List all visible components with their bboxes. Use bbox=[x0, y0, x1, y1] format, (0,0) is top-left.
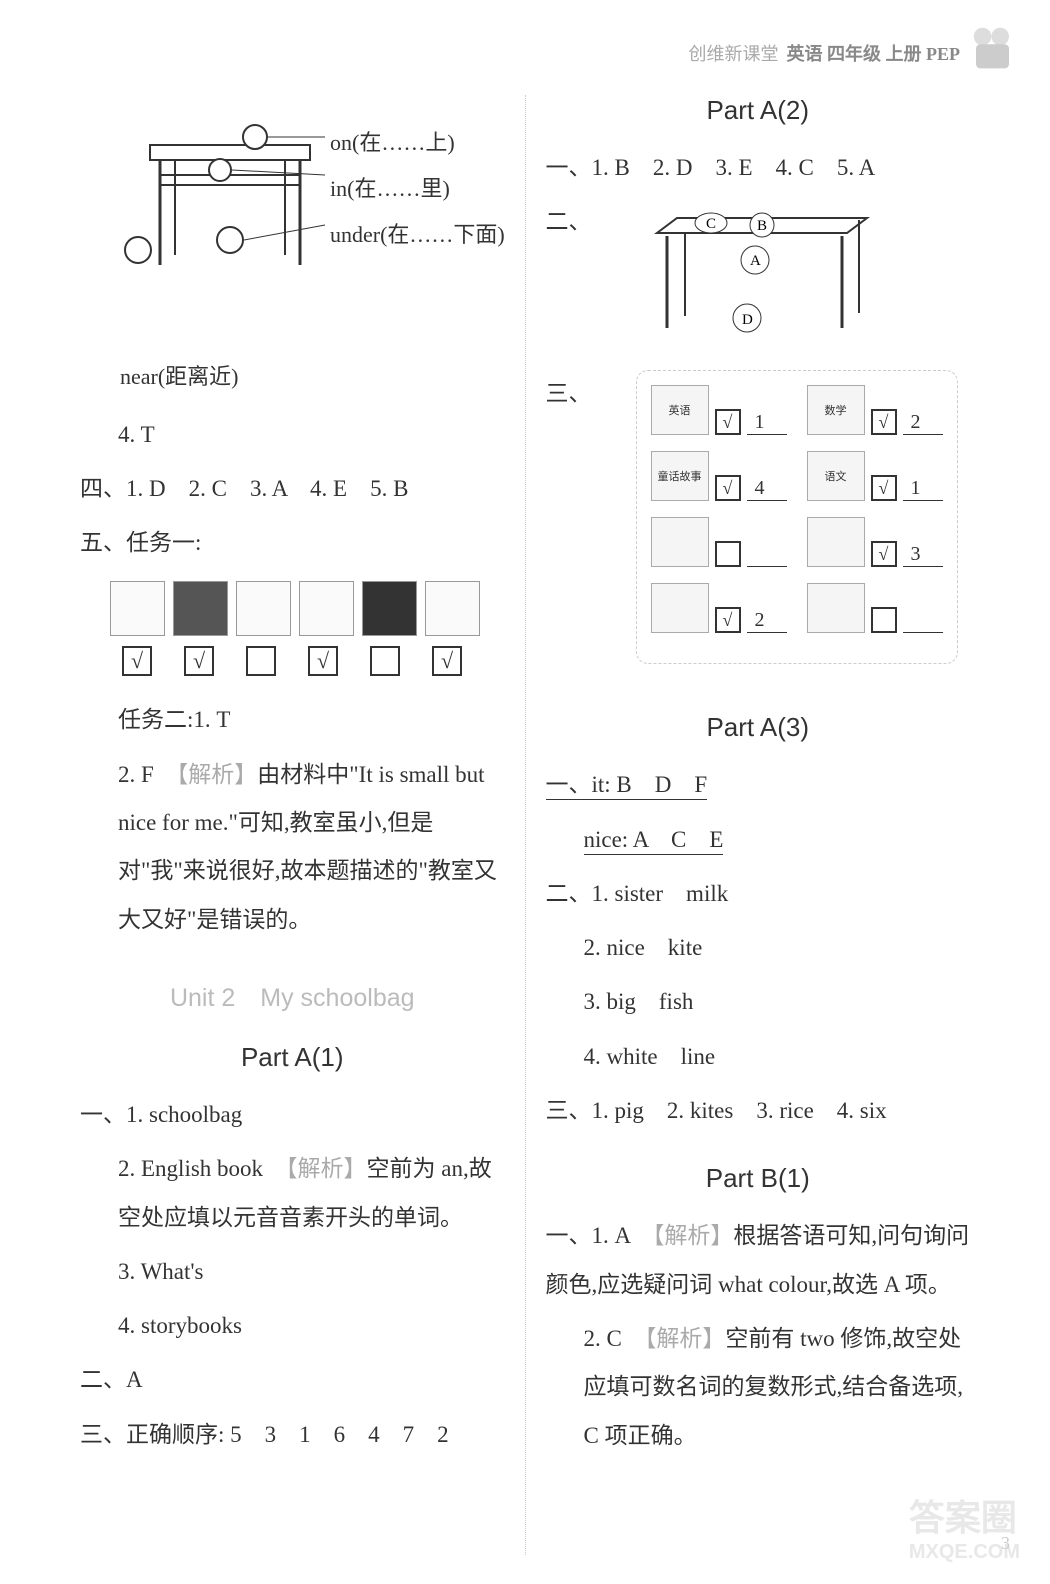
a3-q3: 三、1. pig 2. kites 3. rice 4. six bbox=[546, 1087, 971, 1135]
a3-q2-1: 二、1. sister milk bbox=[546, 870, 971, 918]
icon-drum bbox=[110, 581, 165, 636]
check-box: √ bbox=[715, 409, 741, 435]
answer-num: 2 bbox=[747, 609, 787, 633]
task2-analysis-text: 由材料中"It is small but nice for me."可知,教室虽… bbox=[118, 762, 497, 932]
book-icon: 语文 bbox=[807, 451, 865, 501]
check-box: √ bbox=[715, 607, 741, 633]
analysis-label: 【解析】 bbox=[653, 1223, 734, 1248]
check-box: √ bbox=[871, 475, 897, 501]
task2-2f: 2. F bbox=[118, 762, 177, 787]
check-box bbox=[871, 607, 897, 633]
a3-q2-3: 3. big fish bbox=[546, 978, 971, 1026]
unit-title: Unit 2 My schoolbag bbox=[80, 978, 505, 1014]
task2-header: 任务二:1. T bbox=[80, 696, 505, 744]
check-box: √ bbox=[871, 409, 897, 435]
answer-num: 1 bbox=[747, 411, 787, 435]
table-diagram: C B A D bbox=[647, 198, 887, 358]
part-a3-title: Part A(3) bbox=[546, 712, 971, 743]
icon-computer bbox=[362, 581, 417, 636]
page-number: 3 bbox=[1001, 1533, 1010, 1554]
question-5-header: 五、任务一: bbox=[80, 519, 505, 567]
a3-q1-nice: nice: A C E bbox=[546, 816, 971, 864]
grid-cell bbox=[651, 517, 787, 567]
analysis-label: 【解析】 bbox=[645, 1326, 726, 1351]
svg-text:B: B bbox=[757, 218, 767, 234]
item-4t: 4. T bbox=[80, 411, 505, 459]
grid-cell: 童话故事√4 bbox=[651, 451, 787, 501]
check-box: √ bbox=[432, 646, 462, 676]
analysis-label: 【解析】 bbox=[286, 1156, 367, 1181]
icon-bear bbox=[236, 581, 291, 636]
grid-cell: √3 bbox=[807, 517, 943, 567]
part-a1-title: Part A(1) bbox=[80, 1042, 505, 1073]
check-box bbox=[715, 541, 741, 567]
content-columns: on(在……上) in(在……里) under(在……下面) near(距离近)… bbox=[60, 95, 990, 1555]
check-box bbox=[370, 646, 400, 676]
grid-cell: 语文√1 bbox=[807, 451, 943, 501]
book-icon: 童话故事 bbox=[651, 451, 709, 501]
check-box: √ bbox=[871, 541, 897, 567]
header-brand: 创维新课堂 bbox=[689, 40, 779, 66]
a2-q2-label: 二、 bbox=[546, 198, 592, 246]
a1-q3: 三、正确顺序: 5 3 1 6 4 7 2 bbox=[80, 1411, 505, 1459]
a1-q1-3: 3. What's bbox=[80, 1248, 505, 1296]
label-near: near(距离近) bbox=[120, 359, 505, 391]
b1-q1-1: 一、1. A 【解析】根据答语可知,问句询问颜色,应选疑问词 what colo… bbox=[546, 1212, 971, 1309]
task2-item2: 2. F 【解析】由材料中"It is small but nice for m… bbox=[80, 751, 505, 944]
icon-chair bbox=[425, 581, 480, 636]
pencil-icon bbox=[807, 517, 865, 567]
book-icon: 英语 bbox=[651, 385, 709, 435]
mascot-icon bbox=[965, 20, 1020, 75]
question-4: 四、1. D 2. C 3. A 4. E 5. B bbox=[80, 465, 505, 513]
answer-num: 2 bbox=[903, 411, 943, 435]
preposition-diagram: on(在……上) in(在……里) under(在……下面) near(距离近) bbox=[110, 105, 505, 391]
part-b1-title: Part B(1) bbox=[546, 1163, 971, 1194]
check-box: √ bbox=[122, 646, 152, 676]
header-subject: 英语 四年级 上册 PEP bbox=[787, 40, 961, 66]
svg-text:A: A bbox=[750, 253, 761, 269]
grid-cell: √2 bbox=[651, 583, 787, 633]
analysis-label: 【解析】 bbox=[177, 762, 258, 787]
check-box bbox=[246, 646, 276, 676]
a1-q1-2a: 2. English book bbox=[118, 1156, 286, 1181]
grid-cell bbox=[807, 583, 943, 633]
a2-q3-label: 三、 bbox=[546, 370, 592, 418]
grid-cell: 英语√1 bbox=[651, 385, 787, 435]
answer-num: 3 bbox=[903, 543, 943, 567]
right-column: Part A(2) 一、1. B 2. D 3. E 4. C 5. A 二、 … bbox=[526, 95, 991, 1555]
grid-cell: 数学√2 bbox=[807, 385, 943, 435]
check-box: √ bbox=[308, 646, 338, 676]
book-icon: 数学 bbox=[807, 385, 865, 435]
a1-q1-2: 2. English book 【解析】空前为 an,故空处应填以元音音素开头的… bbox=[80, 1145, 505, 1242]
b1-1a: 一、1. A bbox=[546, 1223, 653, 1248]
icon-fan bbox=[299, 581, 354, 636]
check-box: √ bbox=[715, 475, 741, 501]
task1-icons bbox=[110, 581, 505, 636]
a1-q2: 二、A bbox=[80, 1356, 505, 1404]
b1-q1-2: 2. C 【解析】空前有 two 修饰,故空处应填可数名词的复数形式,结合备选项… bbox=[546, 1315, 971, 1460]
a3-q2-4: 4. white line bbox=[546, 1033, 971, 1081]
eraser-icon bbox=[807, 583, 865, 633]
page-header: 创维新课堂 英语 四年级 上册 PEP bbox=[689, 40, 961, 66]
a1-q1-4: 4. storybooks bbox=[80, 1302, 505, 1350]
a3-q2-2: 2. nice kite bbox=[546, 924, 971, 972]
answer-num: 4 bbox=[747, 477, 787, 501]
icon-blackboard bbox=[173, 581, 228, 636]
book-grid: 英语√1 数学√2 童话故事√4 语文√1 √3 √2 bbox=[636, 370, 958, 664]
task1-check-row: √ √ √ √ bbox=[110, 642, 505, 680]
check-box: √ bbox=[184, 646, 214, 676]
pen-icon bbox=[651, 583, 709, 633]
crayon-icon bbox=[651, 517, 709, 567]
answer-num bbox=[747, 566, 787, 567]
b1-2a: 2. C bbox=[584, 1326, 645, 1351]
answer-num bbox=[903, 632, 943, 633]
svg-text:D: D bbox=[742, 312, 753, 328]
part-a2-title: Part A(2) bbox=[546, 95, 971, 126]
a1-q1-1: 一、1. schoolbag bbox=[80, 1091, 505, 1139]
a2-q1: 一、1. B 2. D 3. E 4. C 5. A bbox=[546, 144, 971, 192]
left-column: on(在……上) in(在……里) under(在……下面) near(距离近)… bbox=[60, 95, 526, 1555]
answer-num: 1 bbox=[903, 477, 943, 501]
a3-q1-it: 一、it: B D F bbox=[546, 761, 971, 809]
svg-text:C: C bbox=[706, 216, 716, 232]
